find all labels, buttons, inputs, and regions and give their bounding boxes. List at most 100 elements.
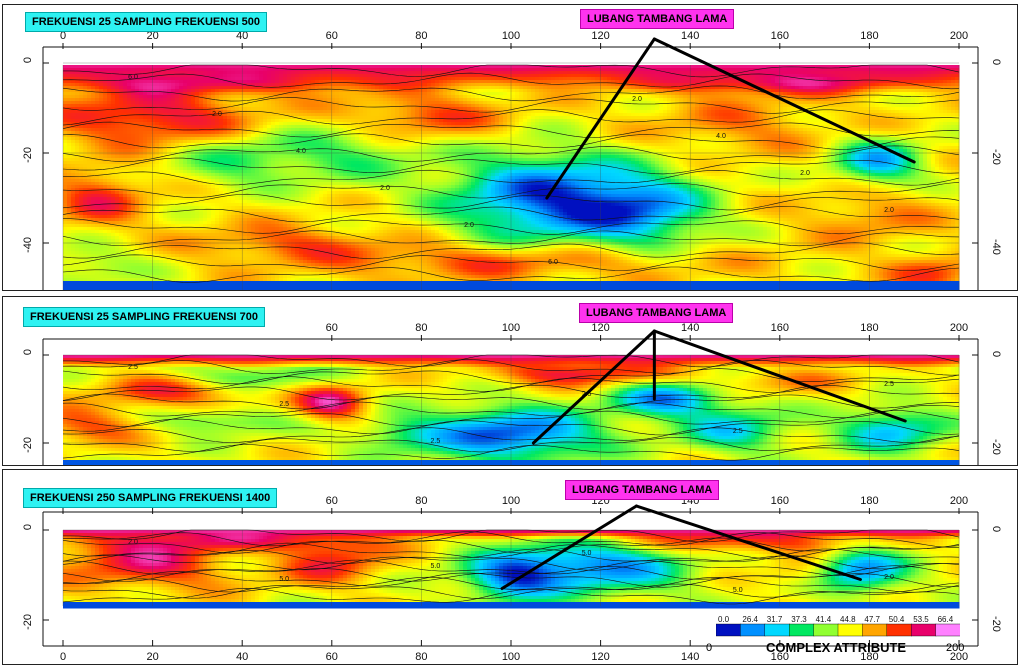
heatmap-cell — [871, 89, 876, 93]
heatmap-cell — [447, 86, 452, 90]
heatmap-cell — [235, 77, 240, 81]
heatmap-cell — [91, 86, 96, 90]
heatmap-cell — [483, 71, 488, 75]
heatmap-cell — [87, 116, 92, 120]
heatmap-cell — [459, 107, 464, 111]
heatmap-cell — [659, 110, 664, 114]
heatmap-cell — [731, 92, 736, 96]
heatmap-cell — [499, 119, 504, 123]
heatmap-cell — [767, 98, 772, 102]
heatmap-cell — [807, 68, 812, 72]
heatmap-cell — [499, 74, 504, 78]
heatmap-cell — [495, 92, 500, 96]
heatmap-cell — [779, 116, 784, 120]
heatmap-cell — [891, 113, 896, 117]
heatmap-cell — [711, 86, 716, 90]
heatmap-cell — [195, 74, 200, 78]
heatmap-cell — [215, 89, 220, 93]
heatmap-cell — [587, 92, 592, 96]
heatmap-cell — [83, 101, 88, 105]
heatmap-cell — [439, 122, 444, 126]
heatmap-cell — [707, 122, 712, 126]
heatmap-cell — [639, 89, 644, 93]
heatmap-cell — [831, 68, 836, 72]
heatmap-cell — [543, 101, 548, 105]
heatmap-cell — [575, 89, 580, 93]
heatmap-cell — [259, 113, 264, 117]
heatmap-cell — [771, 110, 776, 114]
heatmap-cell — [175, 77, 180, 81]
heatmap-cell — [83, 95, 88, 99]
heatmap-cell — [399, 86, 404, 90]
heatmap-cell — [139, 89, 144, 93]
heatmap-cell — [307, 116, 312, 120]
heatmap-cell — [187, 101, 192, 105]
heatmap-cell — [295, 80, 300, 84]
heatmap-cell — [947, 77, 952, 81]
heatmap-cell — [575, 107, 580, 111]
heatmap-cell — [195, 107, 200, 111]
heatmap-cell — [835, 128, 840, 132]
heatmap-cell — [595, 116, 600, 120]
heatmap-cell — [899, 128, 904, 132]
heatmap-cell — [487, 83, 492, 87]
heatmap-cell — [579, 122, 584, 126]
heatmap-cell — [447, 65, 452, 69]
heatmap-cell — [863, 122, 868, 126]
heatmap-cell — [519, 101, 524, 105]
heatmap-cell — [323, 101, 328, 105]
heatmap-cell — [159, 131, 164, 135]
heatmap-cell — [111, 86, 116, 90]
heatmap-cell — [779, 80, 784, 84]
heatmap-cell — [343, 83, 348, 87]
heatmap-cell — [627, 89, 632, 93]
heatmap-cell — [807, 98, 812, 102]
heatmap-cell — [855, 104, 860, 108]
heatmap-cell — [799, 89, 804, 93]
heatmap-cell — [595, 83, 600, 87]
heatmap-cell — [91, 68, 96, 72]
heatmap-cell — [427, 128, 432, 132]
heatmap-cell — [827, 107, 832, 111]
heatmap-cell — [599, 128, 604, 132]
heatmap-cell — [271, 107, 276, 111]
heatmap-cell — [743, 89, 748, 93]
heatmap-cell — [175, 71, 180, 75]
heatmap-cell — [807, 116, 812, 120]
heatmap-cell — [787, 80, 792, 84]
heatmap-cell — [803, 83, 808, 87]
heatmap-cell — [471, 74, 476, 78]
heatmap-cell — [747, 122, 752, 126]
heatmap-cell — [915, 80, 920, 84]
heatmap-cell — [811, 95, 816, 99]
heatmap-cell — [683, 125, 688, 129]
heatmap-cell — [455, 74, 460, 78]
heatmap-cell — [911, 92, 916, 96]
heatmap-cell — [503, 95, 508, 99]
heatmap-cell — [527, 125, 532, 129]
heatmap-cell — [295, 101, 300, 105]
heatmap-cell — [683, 119, 688, 123]
heatmap-cell — [811, 98, 816, 102]
heatmap-cell — [527, 68, 532, 72]
heatmap-cell — [371, 80, 376, 84]
heatmap-cell — [287, 125, 292, 129]
heatmap-cell — [587, 86, 592, 90]
heatmap-cell — [647, 68, 652, 72]
heatmap-cell — [791, 71, 796, 75]
heatmap-cell — [475, 86, 480, 90]
heatmap-cell — [495, 128, 500, 132]
heatmap-cell — [211, 68, 216, 72]
heatmap-cell — [303, 122, 308, 126]
heatmap-cell — [775, 110, 780, 114]
heatmap-cell — [299, 98, 304, 102]
heatmap-cell — [299, 74, 304, 78]
heatmap-cell — [795, 107, 800, 111]
heatmap-cell — [99, 74, 104, 78]
heatmap-cell — [783, 110, 788, 114]
heatmap-cell — [259, 107, 264, 111]
heatmap-cell — [319, 89, 324, 93]
heatmap-cell — [907, 74, 912, 78]
heatmap-cell — [431, 65, 436, 69]
heatmap-cell — [111, 68, 116, 72]
